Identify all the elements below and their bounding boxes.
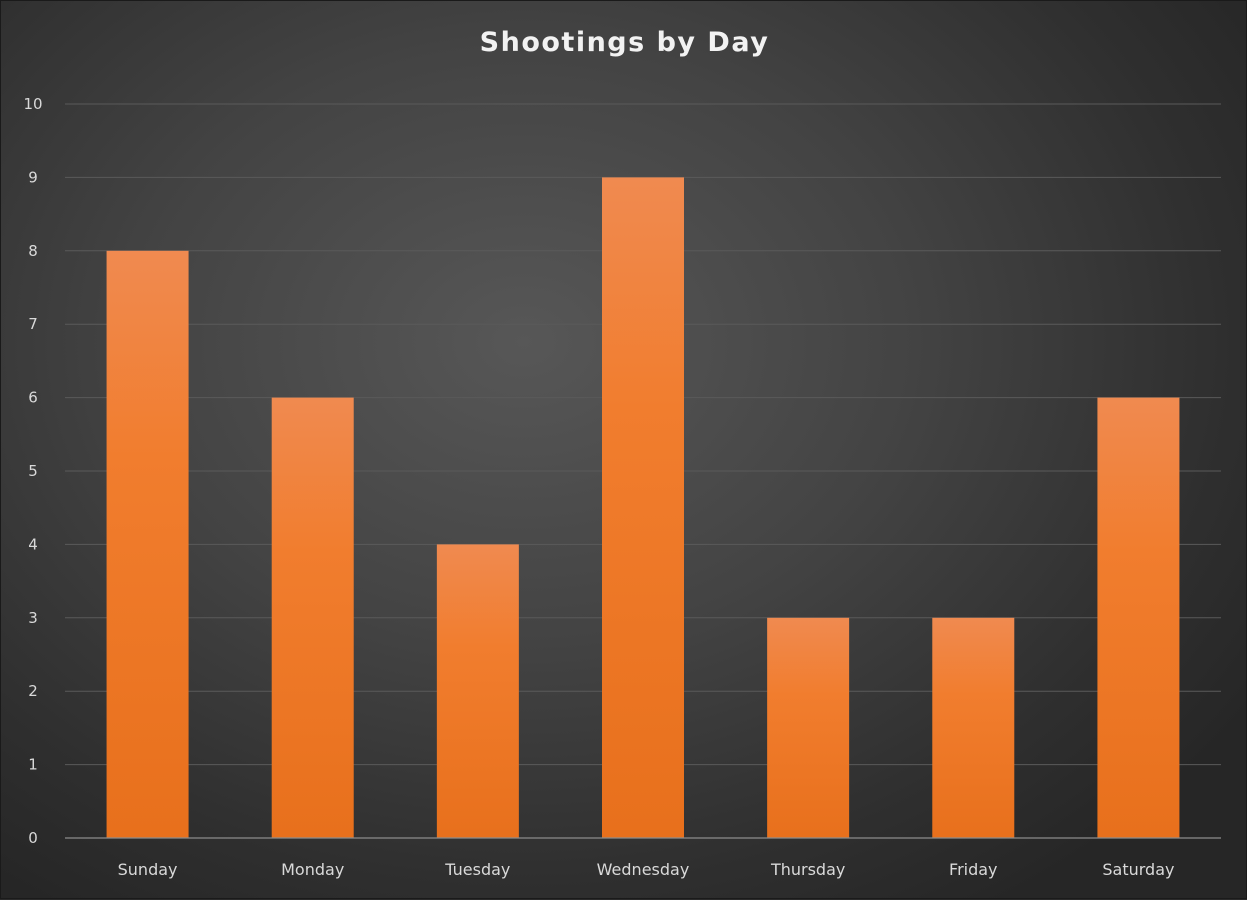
x-tick-label-thursday: Thursday [770, 860, 845, 879]
y-tick-label-2: 2 [28, 682, 38, 700]
chart-title: Shootings by Day [479, 27, 770, 58]
bars [106, 177, 1180, 839]
bar-tuesday [436, 544, 519, 838]
bar-sunday [106, 250, 189, 839]
y-tick-label-3: 3 [28, 609, 38, 627]
x-tick-label-saturday: Saturday [1102, 860, 1174, 879]
y-tick-label-8: 8 [28, 242, 38, 260]
y-tick-label-9: 9 [28, 168, 38, 186]
y-tick-label-7: 7 [28, 315, 38, 333]
y-tick-label-0: 0 [28, 829, 38, 847]
y-tick-label-5: 5 [28, 462, 38, 480]
bar-wednesday [602, 177, 684, 838]
x-tick-label-tuesday: Tuesday [444, 860, 510, 879]
labels: 0 1 2 3 4 5 6 7 8 9 10 Sunday Monday Tuesday Wednesday… [23, 95, 1174, 879]
x-tick-label-monday: Monday [281, 860, 344, 879]
bar-monday [271, 397, 354, 838]
x-tick-label-friday: Friday [949, 860, 998, 879]
y-tick-label-6: 6 [28, 389, 38, 407]
bar-saturday [1097, 397, 1180, 838]
y-tick-label-1: 1 [28, 756, 38, 774]
x-tick-label-sunday: Sunday [118, 860, 178, 879]
x-tick-label-wednesday: Wednesday [597, 860, 690, 879]
bar-friday [932, 617, 1015, 838]
bar-thursday [767, 617, 850, 838]
y-tick-label-4: 4 [28, 535, 38, 553]
y-tick-label-10: 10 [23, 95, 42, 113]
